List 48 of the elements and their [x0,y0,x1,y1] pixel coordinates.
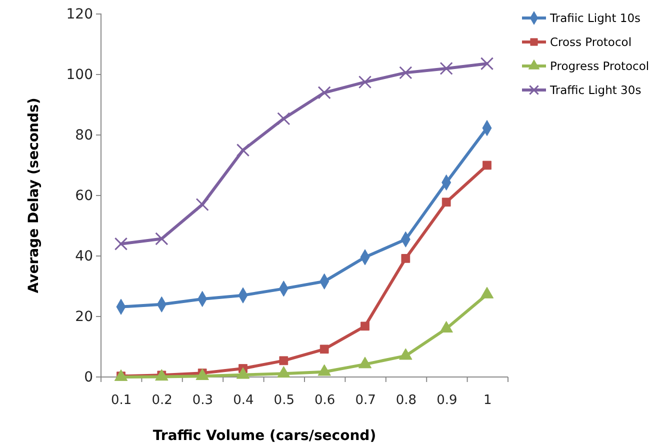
legend-label: Progress Protocol [550,59,650,73]
point [320,344,329,354]
point [358,356,372,368]
point [236,144,250,157]
legend-label: Cross Protocol [550,35,632,49]
x-tick-label: 0.3 [192,393,214,408]
y-tick-label: 120 [66,6,93,22]
x-tick-label: 0.7 [355,393,376,408]
point [318,364,331,376]
x-tick-label: 0.4 [233,393,254,408]
x-tick-label: 0.1 [111,393,132,408]
point [399,66,412,80]
point [399,348,412,360]
y-tick-label: 80 [75,127,93,144]
x-tick-label: 0.5 [274,393,294,408]
legend-label: Traffic Light 30s [549,83,642,97]
point [401,254,410,263]
point [114,237,128,250]
x-tick-label: 0.2 [152,393,172,408]
point [277,366,290,378]
y-tick-label: 60 [75,188,93,204]
y-tick-label: 0 [84,369,93,386]
point [279,356,288,366]
y-tick-label: 100 [66,66,93,83]
x-tick-label: 1 [484,393,492,408]
point [358,75,372,89]
point [155,232,168,246]
y-axis-title: Average Delay (seconds) [26,98,42,294]
point [360,322,370,331]
point [440,62,453,76]
y-tick-label: 40 [75,248,93,264]
y-tick-label: 20 [75,308,93,325]
x-axis-title: Traffic Volume (cars/second) [152,428,376,444]
point [480,57,494,70]
point [440,321,453,333]
point [236,367,250,379]
point [114,369,128,381]
point [196,368,209,380]
point [442,198,451,207]
point [277,112,290,126]
point [482,160,492,170]
x-tick-label: 0.8 [396,393,417,408]
point [318,86,331,100]
x-tick-label: 0.6 [314,393,336,408]
legend-label: Trafiic Light 10s [549,11,641,25]
point [196,198,209,212]
point [480,286,494,298]
x-tick-label: 0.9 [436,393,458,408]
